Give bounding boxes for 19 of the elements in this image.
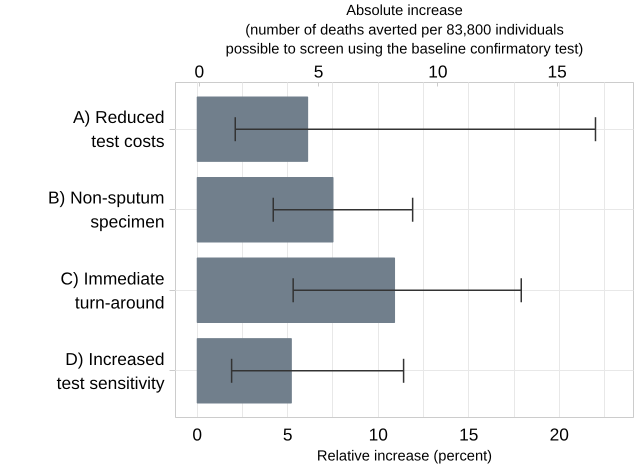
x-tick-label: 15: [459, 424, 478, 444]
x2-axis-title: Absolute increase (number of deaths averted per 83,800 individuals possible to screen using the baseline confirmatory test): [226, 3, 584, 58]
x-axis-title: Relative increase (percent): [316, 448, 492, 464]
y-tick-label: A) Reduced test costs: [72, 107, 165, 152]
x2-tick-label: 5: [314, 62, 324, 82]
y-tick-label: B) Non-sputum specimen: [48, 188, 165, 232]
x-tick-label: 0: [192, 424, 202, 444]
bar: [196, 338, 292, 404]
x-tick-label: 5: [282, 424, 293, 444]
x-tick-label: 20: [550, 424, 569, 444]
y-tick-label: D) Increased test sensitivity: [56, 348, 165, 393]
x2-tick-label: 10: [428, 62, 448, 82]
x-tick-label: 10: [368, 424, 388, 444]
bar: [196, 177, 334, 242]
x2-tick-label: 15: [548, 62, 567, 82]
bar: [196, 96, 308, 162]
x2-tick-label: 0: [194, 62, 204, 82]
y-tick-label: C) Immediate turn-around: [60, 268, 165, 312]
bar: [196, 258, 396, 323]
